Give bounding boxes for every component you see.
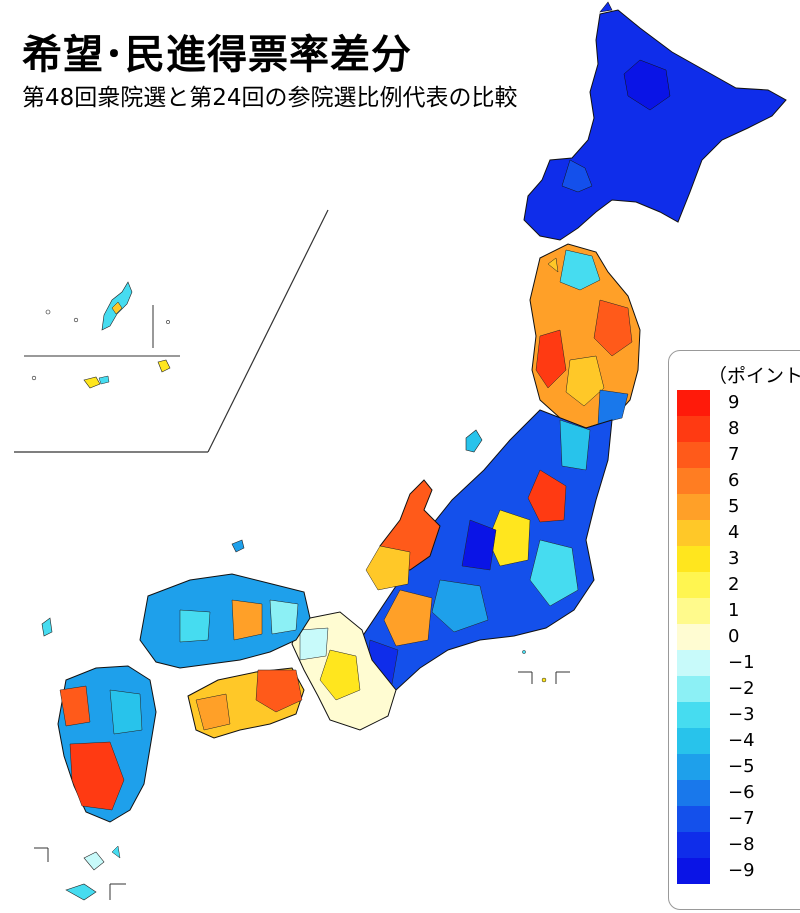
legend-label: 3 [728,548,740,569]
tohoku [529,243,641,429]
map-title: 希望･民進得票率差分 [22,32,412,78]
hokkaido [523,1,787,241]
legend-swatch [677,390,710,416]
inset-divider-diagonal [207,209,329,453]
legend-swatch [677,572,710,598]
hokuriku [365,479,441,591]
legend-label: 5 [728,496,740,517]
legend-swatch [677,702,710,728]
legend-label: −3 [728,704,755,725]
legend-label: 2 [728,574,740,595]
chugoku [139,573,311,669]
legend-swatch [677,520,710,546]
shikoku [187,667,305,739]
legend-label: 8 [728,418,740,439]
legend-label: −7 [728,808,755,829]
legend-label: 4 [728,522,740,543]
legend-swatch [677,650,710,676]
legend-swatch [677,858,710,884]
legend-label: 6 [728,470,740,491]
legend-label: −1 [728,652,755,673]
legend-label: −5 [728,756,755,777]
legend-label: −2 [728,678,755,699]
legend-swatch [677,598,710,624]
legend-unit: （ポイント） [708,365,800,387]
map-subtitle: 第48回衆院選と第24回の参院選比例代表の比較 [22,85,518,111]
okinawa-inset [31,281,171,389]
legend-label: −4 [728,730,755,751]
legend-label: −8 [728,834,755,855]
legend-swatch [677,442,710,468]
legend-swatch [677,780,710,806]
legend-label: −6 [728,782,755,803]
legend-label: 9 [728,392,740,413]
central-honshu [353,409,613,691]
small-islands [41,429,483,637]
legend-swatch [677,546,710,572]
legend-swatch [677,676,710,702]
kansai [291,611,397,731]
legend-label: 1 [728,600,740,621]
legend-label: −9 [728,860,755,881]
kyushu [57,665,157,823]
legend-swatch [677,624,710,650]
legend-swatch [677,754,710,780]
legend-swatch [677,806,710,832]
legend-swatch [677,468,710,494]
legend-swatch [677,494,710,520]
legend-label: 7 [728,444,740,465]
izu-islands [518,650,570,684]
legend-swatch [677,832,710,858]
southern-islands [34,845,126,901]
legend-label: 0 [728,626,740,647]
legend-swatch [677,416,710,442]
legend-swatch [677,728,710,754]
